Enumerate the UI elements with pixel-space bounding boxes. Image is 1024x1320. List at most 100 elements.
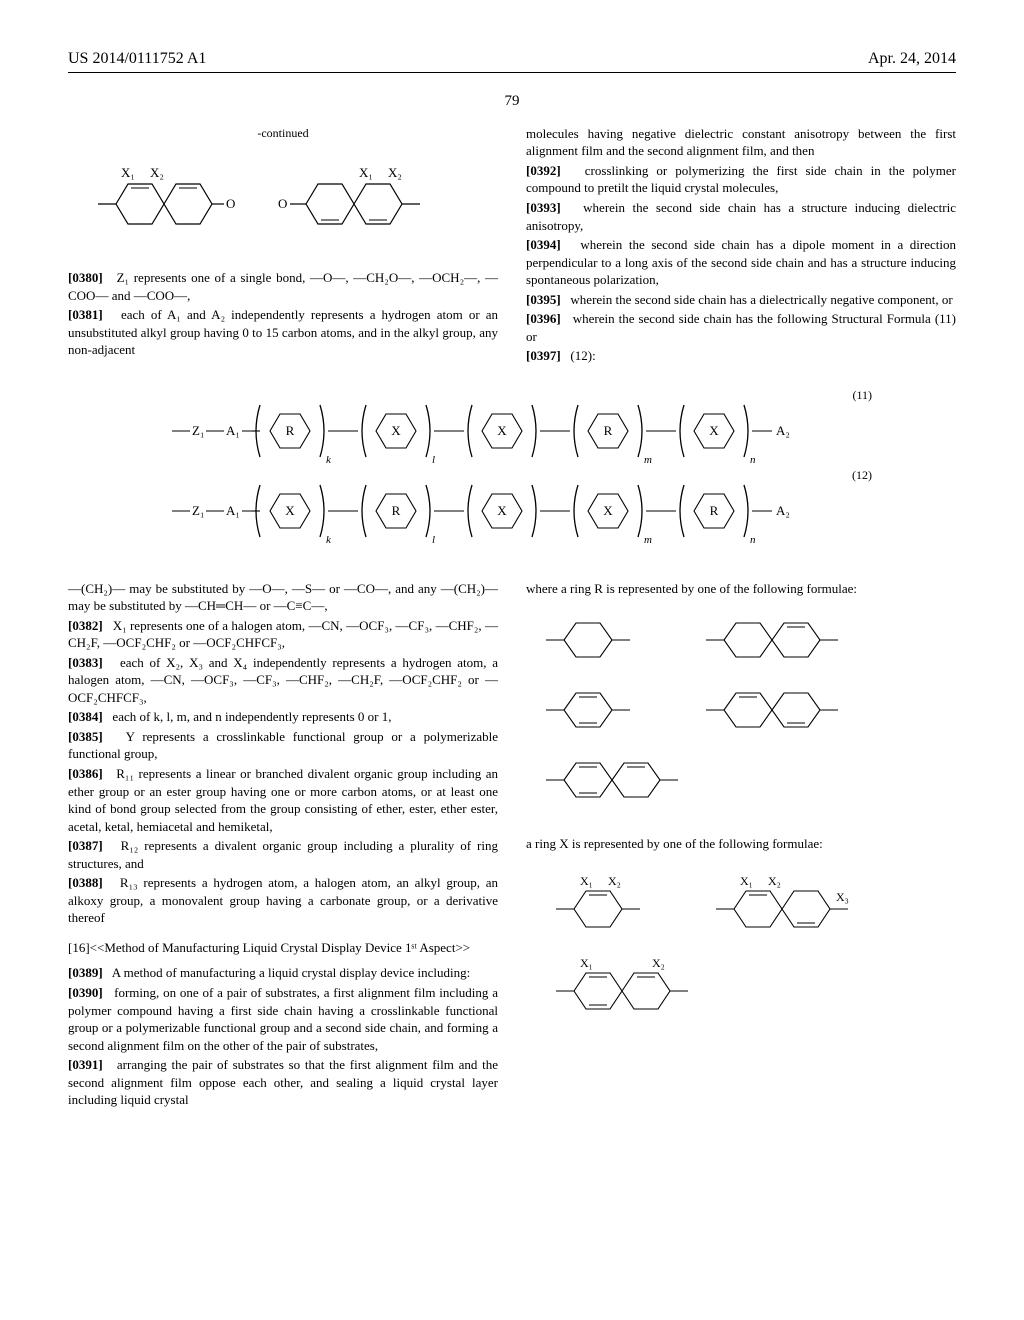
para-text: (12):	[570, 348, 595, 363]
para-text: arranging the pair of substrates so that…	[68, 1057, 498, 1107]
svg-text:R: R	[286, 423, 295, 438]
para-0387: [0387] R₁₂ represents a divalent organic…	[68, 837, 498, 872]
para-text: A method of manufacturing a liquid cryst…	[112, 965, 471, 980]
para-num: [0393]	[526, 200, 561, 215]
svg-text:X: X	[497, 503, 507, 518]
para-0384: [0384] each of k, l, m, and n independen…	[68, 708, 498, 726]
svg-text:X₂: X₂	[608, 874, 621, 888]
right-top-continuation: molecules having negative dielectric con…	[526, 125, 956, 160]
para-0392: [0392] crosslinking or polymerizing the …	[526, 162, 956, 197]
svg-text:A₂: A₂	[776, 423, 790, 438]
para-num: [0389]	[68, 965, 103, 980]
svg-text:m: m	[644, 454, 652, 466]
svg-text:(11): (11)	[852, 388, 872, 402]
para-0394: [0394] wherein the second side chain has…	[526, 236, 956, 289]
para-num: [0391]	[68, 1057, 103, 1072]
para-num: [0395]	[526, 292, 561, 307]
publication-date: Apr. 24, 2014	[868, 48, 956, 70]
ring-x-formulae: X₁ X₂ X₁ X₂ X₃	[526, 861, 956, 1041]
para-text: wherein the second side chain has the fo…	[526, 311, 956, 344]
para-0386: [0386] R₁₁ represents a linear or branch…	[68, 765, 498, 835]
para-0381: [0381] each of A₁ and A₂ independently r…	[68, 306, 498, 359]
svg-text:R: R	[710, 503, 719, 518]
para-num: [0385]	[68, 729, 103, 744]
svg-text:A₂: A₂	[776, 503, 790, 518]
para-text: Y represents a crosslinkable functional …	[68, 729, 498, 762]
svg-text:X₁: X₁	[740, 874, 753, 888]
svg-text:X₂: X₂	[150, 165, 164, 180]
body-columns-lower: —(CH₂)— may be substituted by —O—, —S— o…	[68, 580, 956, 1111]
svg-text:k: k	[326, 534, 332, 546]
para-0396: [0396] wherein the second side chain has…	[526, 310, 956, 345]
svg-text:X₁: X₁	[580, 874, 593, 888]
para-text: forming, on one of a pair of substrates,…	[68, 985, 498, 1053]
svg-text:X: X	[285, 503, 295, 518]
para-num: [0388]	[68, 875, 103, 890]
para-num: [0380]	[68, 270, 103, 285]
para-text: each of X₂, X₃ and X₄ independently repr…	[68, 655, 498, 705]
svg-text:O: O	[278, 196, 287, 211]
continued-label: -continued	[68, 125, 498, 141]
para-0382: [0382] X₁ represents one of a halogen at…	[68, 617, 498, 652]
para-text: crosslinking or polymerizing the first s…	[526, 163, 956, 196]
svg-text:O: O	[226, 196, 235, 211]
svg-text:Z₁: Z₁	[192, 423, 204, 438]
ring-r-intro: where a ring R is represented by one of …	[526, 580, 956, 598]
method-title: [16]<<Method of Manufacturing Liquid Cry…	[68, 939, 498, 957]
para-0393: [0393] wherein the second side chain has…	[526, 199, 956, 234]
para-0390: [0390] forming, on one of a pair of subs…	[68, 984, 498, 1054]
para-text: X₁ represents one of a halogen atom, —CN…	[68, 618, 498, 651]
para-num: [0390]	[68, 985, 103, 1000]
body-columns: -continued O X₁ X₂ O	[68, 125, 956, 367]
svg-text:X: X	[603, 503, 613, 518]
para-text: wherein the second side chain has a stru…	[526, 200, 956, 233]
svg-text:X₂: X₂	[652, 956, 665, 970]
svg-text:(12): (12)	[852, 468, 872, 482]
patent-number: US 2014/0111752 A1	[68, 48, 206, 70]
svg-text:l: l	[432, 454, 435, 466]
para-text: R₁₃ represents a hydrogen atom, a haloge…	[68, 875, 498, 925]
para-0388: [0388] R₁₃ represents a hydrogen atom, a…	[68, 874, 498, 927]
svg-text:R: R	[604, 423, 613, 438]
para-num: [0392]	[526, 163, 561, 178]
svg-text:R: R	[392, 503, 401, 518]
ring-x-intro: a ring X is represented by one of the fo…	[526, 835, 956, 853]
para-0383: [0383] each of X₂, X₃ and X₄ independent…	[68, 654, 498, 707]
para-0395: [0395] wherein the second side chain has…	[526, 291, 956, 309]
svg-text:X₂: X₂	[768, 874, 781, 888]
structural-formula-11-12: Z₁ A₁ RkXlXRmXnA₂ (11) Z₁ A₁ XkRlXXmRnA₂…	[68, 381, 956, 566]
para-0380: [0380] Z₁ represents one of a single bon…	[68, 269, 498, 304]
svg-text:n: n	[750, 534, 756, 546]
svg-text:l: l	[432, 534, 435, 546]
svg-text:X: X	[497, 423, 507, 438]
para-text: each of k, l, m, and n independently rep…	[112, 709, 391, 724]
svg-text:X: X	[709, 423, 719, 438]
para-0391: [0391] arranging the pair of substrates …	[68, 1056, 498, 1109]
svg-text:Z₁: Z₁	[192, 503, 204, 518]
para-num: [0397]	[526, 348, 561, 363]
page-number: 79	[68, 91, 956, 111]
para-num: [0396]	[526, 311, 561, 326]
svg-text:A₁: A₁	[226, 423, 240, 438]
svg-text:X₁: X₁	[580, 956, 593, 970]
para-0385: [0385] Y represents a crosslinkable func…	[68, 728, 498, 763]
svg-text:n: n	[750, 454, 756, 466]
top-ring-x-figure: O X₁ X₂ O X₁ X₂	[68, 149, 498, 259]
svg-text:m: m	[644, 534, 652, 546]
post-full-1: —(CH₂)— may be substituted by —O—, —S— o…	[68, 580, 498, 615]
para-text: R₁₁ represents a linear or branched diva…	[68, 766, 498, 834]
para-text: wherein the second side chain has a dipo…	[526, 237, 956, 287]
para-num: [0384]	[68, 709, 103, 724]
page-header: US 2014/0111752 A1 Apr. 24, 2014	[68, 48, 956, 73]
svg-text:X: X	[391, 423, 401, 438]
para-0397: [0397] (12):	[526, 347, 956, 365]
para-num: [0386]	[68, 766, 103, 781]
para-num: [0381]	[68, 307, 103, 322]
svg-text:X₁: X₁	[359, 165, 373, 180]
svg-text:X₁: X₁	[121, 165, 135, 180]
para-text: Z₁ represents one of a single bond, —O—,…	[68, 270, 498, 303]
para-num: [0387]	[68, 838, 103, 853]
svg-text:X₃: X₃	[836, 890, 849, 904]
para-0389: [0389] A method of manufacturing a liqui…	[68, 964, 498, 982]
para-text: wherein the second side chain has a diel…	[570, 292, 952, 307]
